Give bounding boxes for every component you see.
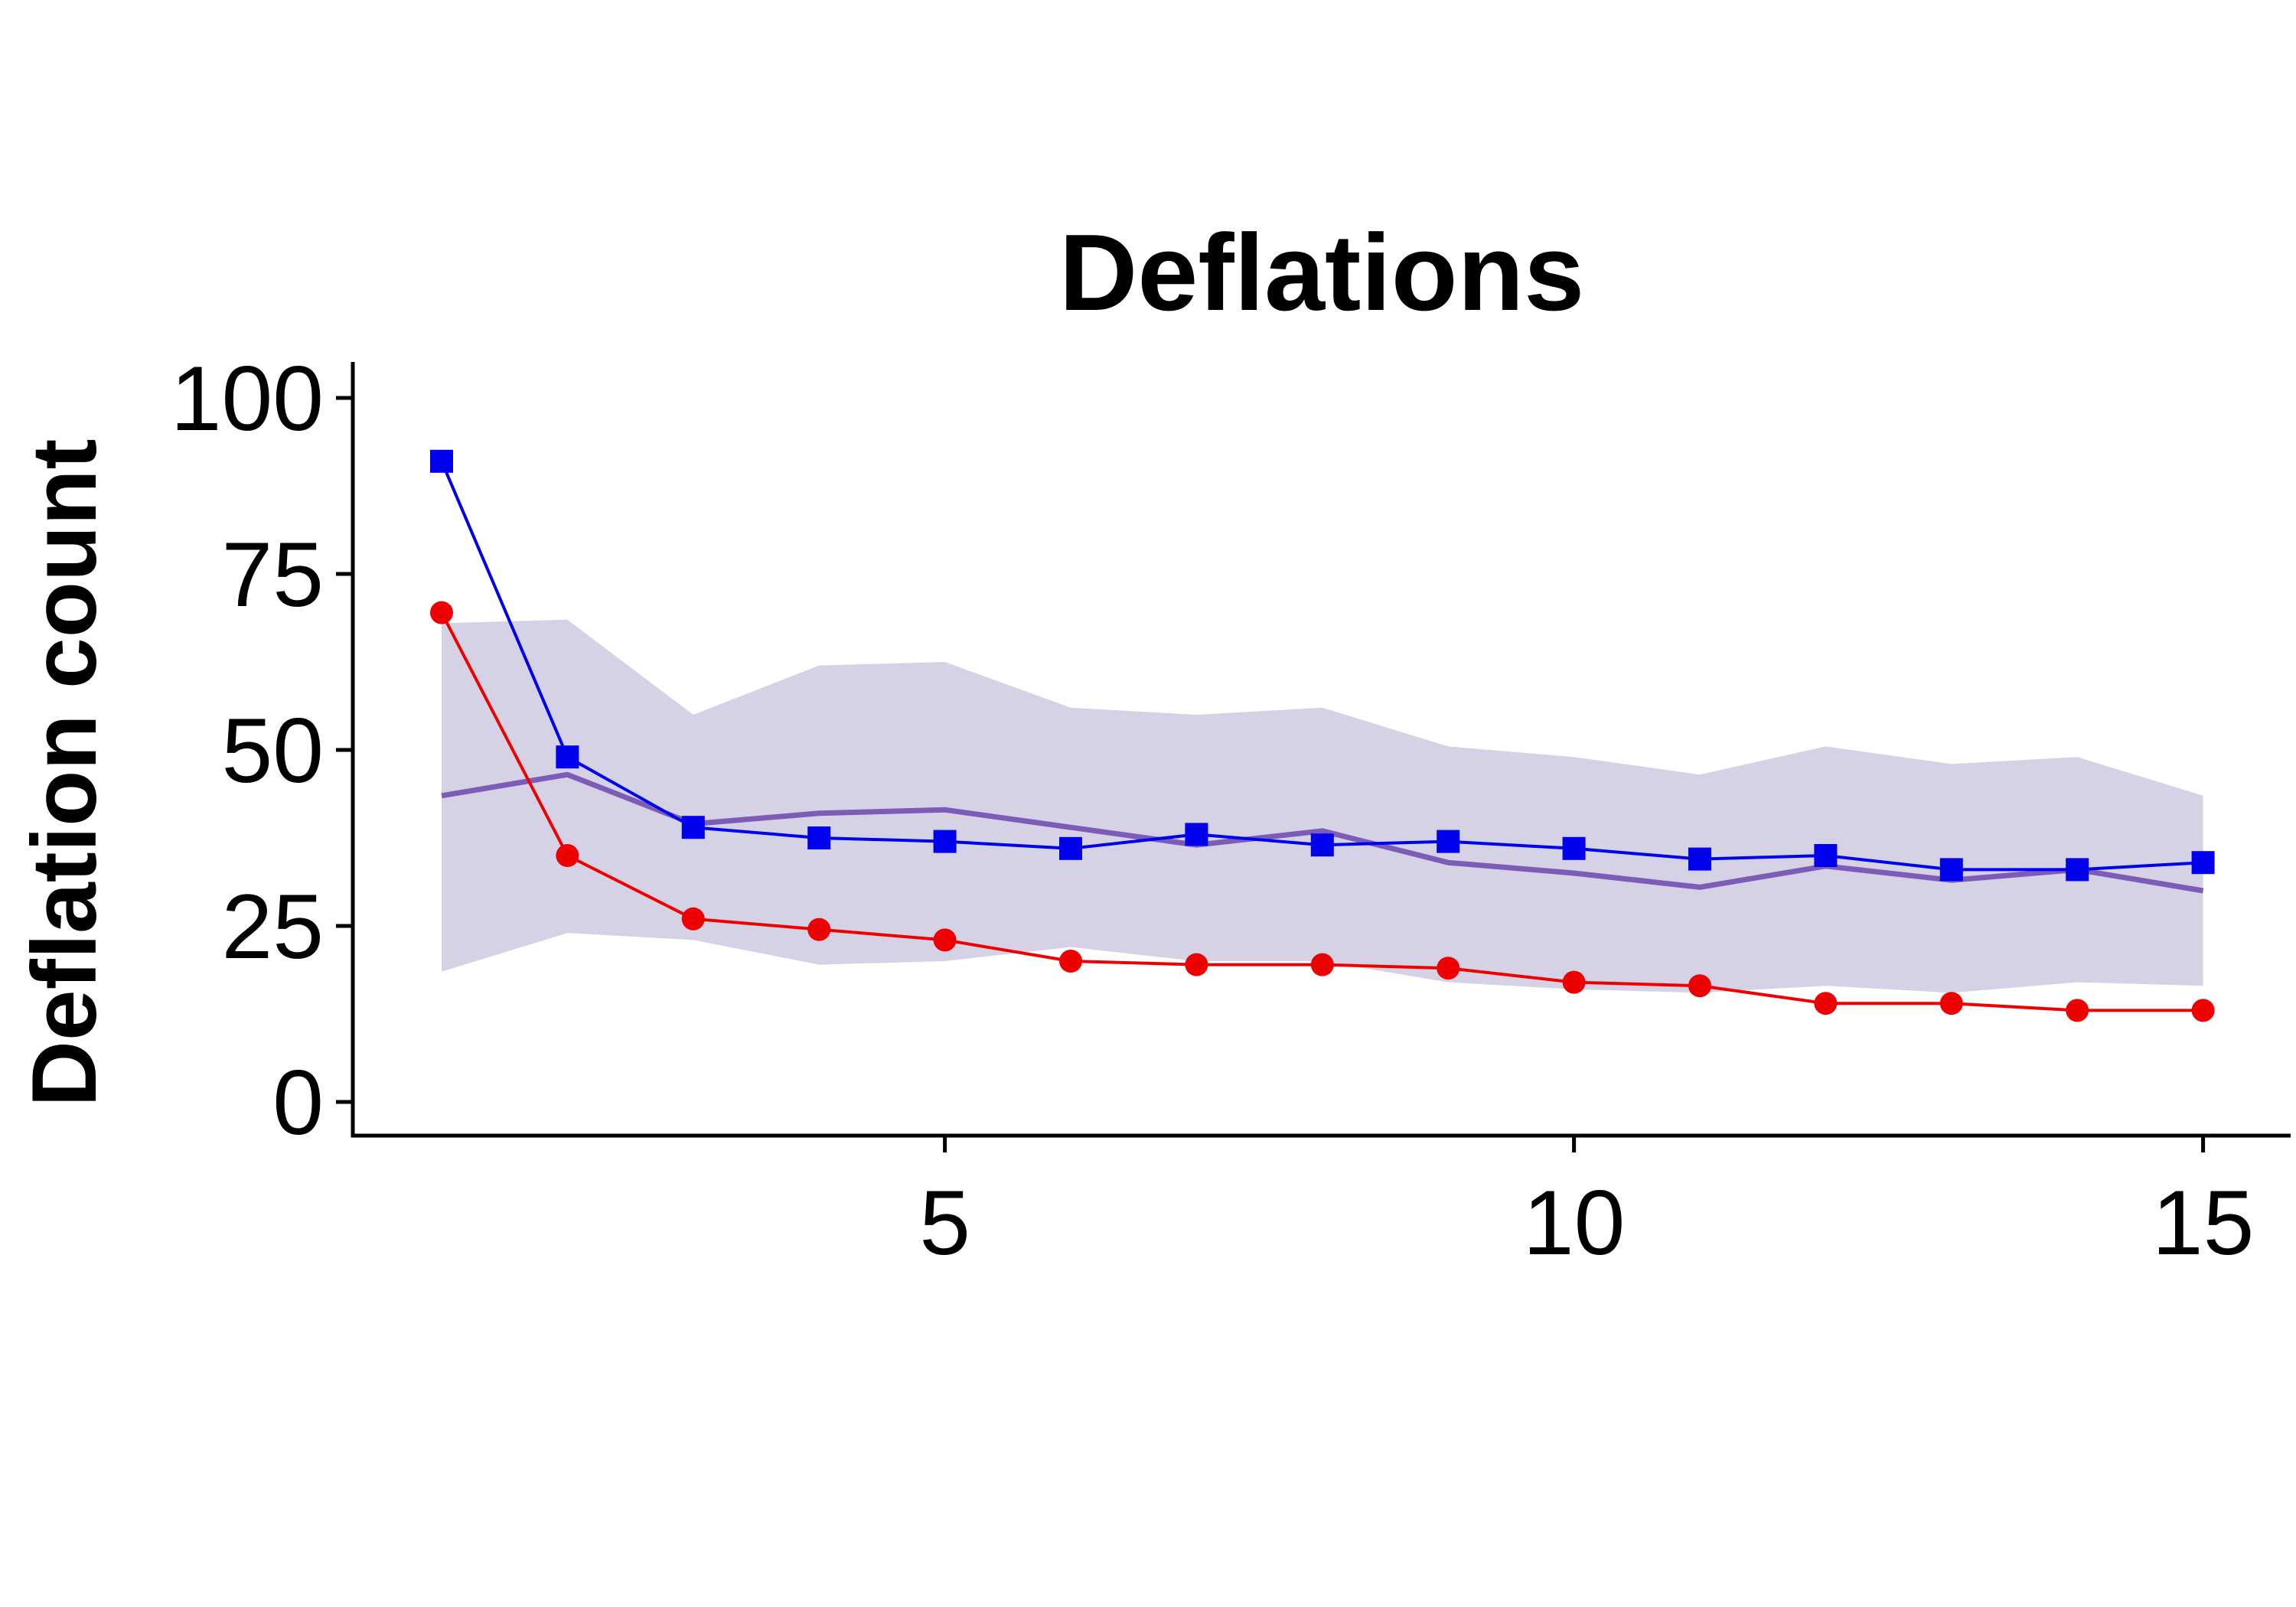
y-tick-label-25: 25 [222,875,324,978]
y-tick-label-100: 100 [171,347,324,450]
y-tick-label-50: 50 [222,699,324,802]
series-1-point-11 [1688,847,1711,871]
series-2-point-6 [1059,950,1082,973]
series-2-point-10 [1562,970,1586,994]
plot-area [430,449,2215,1022]
x-tick-label-10: 10 [1523,1172,1625,1274]
y-tick-label-75: 75 [222,523,324,626]
series-2-point-7 [1185,953,1208,976]
series-2-point-11 [1688,974,1711,998]
series-2-point-14 [2066,999,2089,1022]
series-1-point-6 [1059,836,1082,860]
series-1-point-8 [1310,833,1334,857]
series-3-line [441,771,2204,894]
confidence-band [442,619,2203,993]
y-tick-label-0: 0 [272,1051,324,1154]
series-1-point-15 [2191,851,2215,875]
series-2-point-8 [1310,953,1334,976]
series-1-point-2 [556,745,579,769]
series-2-point-13 [1939,992,1963,1015]
series-1-point-9 [1437,830,1460,853]
series-2-point-12 [1814,992,1838,1015]
series-2-point-1 [430,601,453,624]
x-tick-label-5: 5 [919,1172,970,1274]
series-2-point-4 [807,918,831,941]
series-1-point-13 [1939,858,1963,882]
series-2-point-3 [681,907,705,931]
series-2-point-2 [556,844,579,867]
series-1-point-1 [430,449,453,473]
x-tick-label-15: 15 [2152,1172,2254,1274]
series-1-point-10 [1562,836,1586,860]
series-1-point-3 [681,816,705,839]
chart-title: Deflations [1059,212,1584,334]
series-1-point-14 [2066,858,2089,882]
series-2-point-15 [2191,999,2215,1022]
series-1-point-12 [1814,844,1838,867]
axis-ticks: 0 25 50 75 100 5 10 15 [171,347,2255,1274]
series-2-point-9 [1437,957,1460,980]
series-1-point-4 [807,826,831,849]
y-axis-label: Deflation count [13,438,116,1107]
series-1-point-5 [933,830,957,853]
series-2-point-5 [933,928,957,952]
series-1-point-7 [1185,823,1208,846]
